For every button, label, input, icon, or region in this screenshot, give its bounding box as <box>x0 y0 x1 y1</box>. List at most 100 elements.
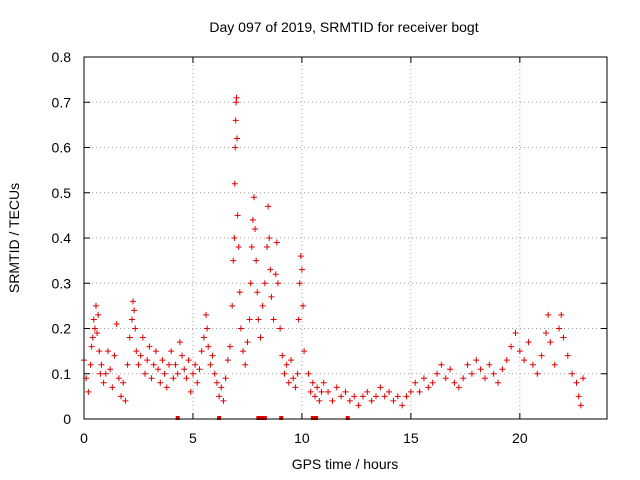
data-point <box>218 384 225 391</box>
data-point <box>196 366 203 373</box>
zero-point <box>259 416 264 420</box>
data-point <box>231 180 238 187</box>
data-point <box>460 375 467 382</box>
data-point <box>495 379 502 386</box>
data-point <box>309 379 316 386</box>
data-point <box>333 384 340 391</box>
data-point <box>139 334 146 341</box>
data-point <box>416 388 423 395</box>
data-point <box>386 388 393 395</box>
y-tick-label: 0.6 <box>52 140 72 156</box>
data-point <box>569 370 576 377</box>
data-point <box>473 357 480 364</box>
data-point <box>425 384 432 391</box>
data-point <box>253 257 260 264</box>
data-point <box>142 370 149 377</box>
data-point <box>285 379 292 386</box>
data-point <box>189 370 196 377</box>
x-tick-label: 5 <box>189 430 197 446</box>
data-point <box>181 366 188 373</box>
data-point <box>234 212 241 219</box>
data-point <box>273 239 280 246</box>
data-point <box>104 348 111 355</box>
data-point <box>325 388 332 395</box>
data-point <box>429 379 436 386</box>
y-axis-label: SRMTID / TECUs <box>6 183 22 293</box>
data-point <box>235 244 242 251</box>
data-point <box>283 361 290 368</box>
data-point <box>318 388 325 395</box>
data-point <box>168 348 175 355</box>
x-tick-label: 10 <box>294 430 310 446</box>
data-point <box>525 339 532 346</box>
data-point <box>300 302 307 309</box>
zero-point <box>314 416 319 420</box>
data-point <box>294 370 301 377</box>
data-point <box>213 379 220 386</box>
data-point <box>194 379 201 386</box>
data-point <box>359 393 366 400</box>
data-point <box>131 307 138 314</box>
data-point <box>434 370 441 377</box>
data-point <box>316 397 323 404</box>
data-point <box>368 397 375 404</box>
data-point <box>157 379 164 386</box>
data-point <box>200 334 207 341</box>
data-point <box>135 361 142 368</box>
data-point <box>128 316 135 323</box>
data-point <box>268 293 275 300</box>
data-point <box>558 311 565 318</box>
data-point <box>118 393 125 400</box>
data-point <box>477 366 484 373</box>
data-point <box>144 357 151 364</box>
data-point <box>254 289 261 296</box>
data-point <box>451 379 458 386</box>
data-point <box>124 361 131 368</box>
data-point <box>95 311 102 318</box>
data-point <box>109 384 116 391</box>
y-tick-label: 0.3 <box>52 275 72 291</box>
data-point <box>92 302 99 309</box>
data-point <box>516 348 523 355</box>
data-point <box>137 352 144 359</box>
data-point <box>279 352 286 359</box>
x-tick-label: 0 <box>80 430 88 446</box>
x-tick-label: 15 <box>403 430 419 446</box>
data-point <box>538 352 545 359</box>
data-point <box>307 388 314 395</box>
zero-point <box>279 416 284 420</box>
data-point <box>90 316 97 323</box>
data-point <box>172 361 179 368</box>
data-point <box>573 379 580 386</box>
data-point <box>295 316 302 323</box>
data-point <box>207 361 214 368</box>
data-point <box>346 397 353 404</box>
data-point <box>176 339 183 346</box>
y-tick-label: 0 <box>63 411 71 427</box>
zero-point <box>310 416 315 420</box>
data-point <box>88 343 95 350</box>
data-point <box>274 280 281 287</box>
data-point <box>130 298 137 305</box>
data-point <box>163 384 170 391</box>
data-point <box>481 375 488 382</box>
data-point <box>232 117 239 124</box>
data-point <box>126 334 133 341</box>
data-point <box>237 325 244 332</box>
data-point <box>242 361 249 368</box>
data-point <box>342 388 349 395</box>
x-tick-label: 20 <box>512 430 528 446</box>
data-point <box>170 375 177 382</box>
data-point <box>247 280 254 287</box>
data-point <box>122 397 129 404</box>
data-point <box>250 194 257 201</box>
data-point <box>248 244 255 251</box>
data-point <box>455 384 462 391</box>
zero-point <box>217 416 222 420</box>
data-point <box>305 370 312 377</box>
data-point <box>185 357 192 364</box>
data-point <box>499 366 506 373</box>
data-point <box>227 343 234 350</box>
data-point <box>407 388 414 395</box>
